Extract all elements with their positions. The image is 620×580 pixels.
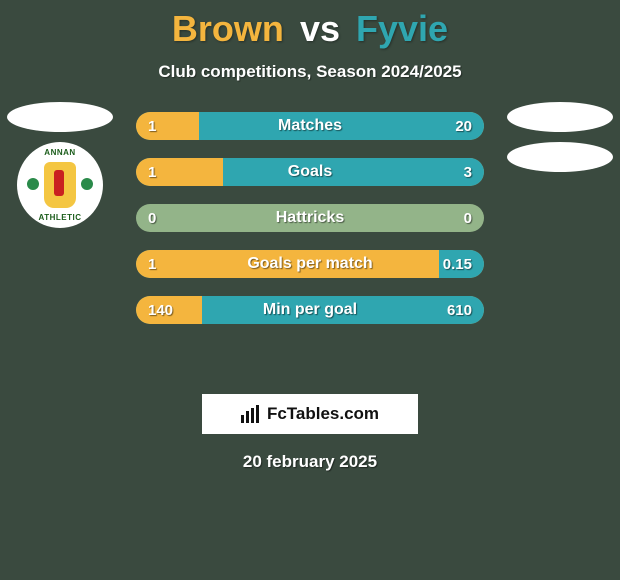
subtitle: Club competitions, Season 2024/2025 [0, 62, 620, 82]
player1-avatar-placeholder [7, 102, 113, 132]
stat-bar: 120Matches [136, 112, 484, 140]
vs-text: vs [300, 8, 340, 49]
bar-label: Hattricks [136, 204, 484, 232]
stat-bar: 00Hattricks [136, 204, 484, 232]
brand-box: FcTables.com [202, 394, 418, 434]
bar-label: Matches [136, 112, 484, 140]
shield-icon [44, 162, 76, 208]
player1-club-badge: ANNAN ATHLETIC [17, 142, 103, 228]
bar-label: Goals [136, 158, 484, 186]
right-avatars [500, 102, 620, 172]
player2-name: Fyvie [356, 8, 448, 49]
player2-avatar-placeholder [507, 102, 613, 132]
player1-name: Brown [172, 8, 284, 49]
badge-text-bottom: ATHLETIC [39, 213, 82, 222]
player2-club-placeholder [507, 142, 613, 172]
date-text: 20 february 2025 [0, 452, 620, 472]
stat-bar: 140610Min per goal [136, 296, 484, 324]
thistle-icon [81, 178, 93, 190]
stat-bar: 10.15Goals per match [136, 250, 484, 278]
left-avatars: ANNAN ATHLETIC [0, 102, 120, 228]
bar-chart-icon [241, 405, 261, 423]
brand-text: FcTables.com [267, 404, 379, 424]
bar-label: Min per goal [136, 296, 484, 324]
comparison-card: Brown vs Fyvie Club competitions, Season… [0, 0, 620, 580]
thistle-icon [27, 178, 39, 190]
comparison-bars: 120Matches 13Goals 00Hattricks 10.15Goals p… [136, 112, 484, 324]
badge-text-top: ANNAN [44, 148, 75, 157]
comparison-content: ANNAN ATHLETIC 120Matches 13Goals 00Hattri… [0, 112, 620, 372]
stat-bar: 13Goals [136, 158, 484, 186]
bar-label: Goals per match [136, 250, 484, 278]
page-title: Brown vs Fyvie [0, 0, 620, 50]
